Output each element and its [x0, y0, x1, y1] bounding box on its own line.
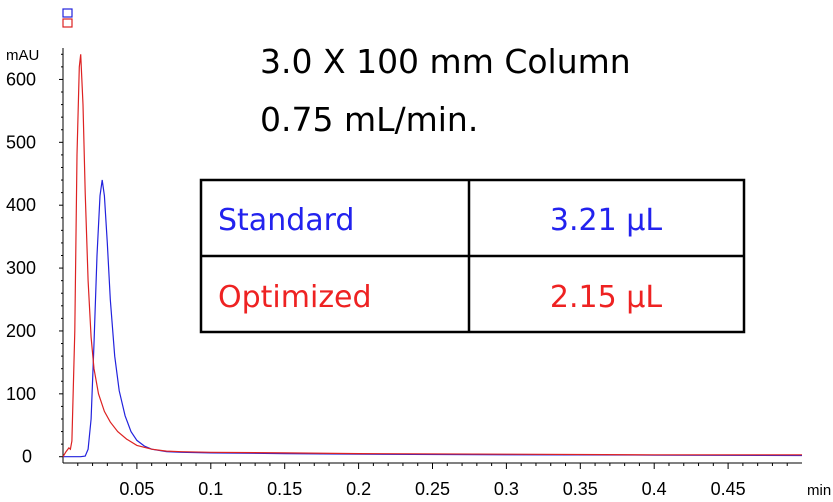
- x-tick-label: 0.45: [711, 479, 746, 499]
- traces: [62, 54, 803, 458]
- y-tick-label: 600: [6, 69, 36, 89]
- y-tick-label: 100: [6, 384, 36, 404]
- annotation-flow-rate: 0.75 mL/min.: [260, 100, 478, 139]
- x-tick-label: 0.25: [415, 479, 450, 499]
- y-ticks: 0 100 200 300 400 500 600: [6, 53, 63, 467]
- y-tick-label: 200: [6, 321, 36, 341]
- table-cell-optimized-value: 2.15 µL: [550, 280, 662, 315]
- x-tick-label: 0.4: [642, 479, 667, 499]
- trace-standard: [63, 179, 803, 458]
- x-tick-label: 0.05: [119, 479, 154, 499]
- x-ticks: 0.05 0.1 0.15 0.2 0.25 0.3 0.35 0.4 0.45: [77, 463, 788, 499]
- legend-marker-red: [62, 18, 73, 28]
- y-tick-label: 0: [22, 447, 32, 467]
- y-tick-label: 500: [6, 132, 36, 152]
- x-tick-label: 0.1: [198, 479, 223, 499]
- x-tick-label: 0.15: [267, 479, 302, 499]
- x-axis-unit: min: [807, 482, 831, 499]
- legend-marker-blue: [62, 8, 73, 18]
- y-tick-label: 300: [6, 258, 36, 278]
- x-tick-label: 0.2: [346, 479, 371, 499]
- table-cell-optimized-name: Optimized: [218, 280, 372, 315]
- annotation-column: 3.0 X 100 mm Column: [260, 42, 631, 81]
- table-cell-standard-name: Standard: [218, 203, 354, 238]
- x-tick-label: 0.35: [563, 479, 598, 499]
- table-cell-standard-value: 3.21 µL: [550, 203, 662, 238]
- trace-optimized: [62, 54, 802, 458]
- x-tick-label: 0.3: [494, 479, 519, 499]
- volume-table: Standard 3.21 µL Optimized 2.15 µL: [199, 178, 746, 334]
- y-axis-unit: mAU: [6, 47, 39, 64]
- y-tick-label: 400: [6, 195, 36, 215]
